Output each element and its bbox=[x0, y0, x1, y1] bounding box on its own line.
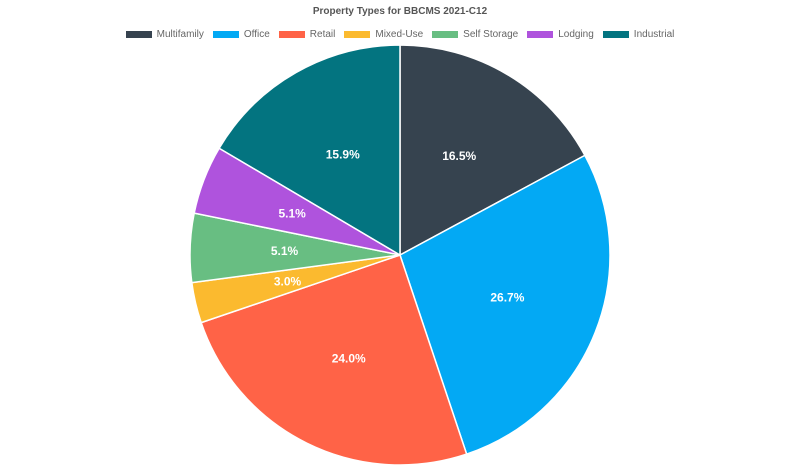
legend-label-office: Office bbox=[243, 28, 270, 40]
legend-swatch-mixed-use bbox=[344, 30, 371, 38]
legend-label-retail: Retail bbox=[309, 28, 336, 40]
legend-label-industrial: Industrial bbox=[633, 28, 675, 40]
legend-swatch-lodging bbox=[527, 30, 554, 38]
legend-swatch-multifamily bbox=[125, 30, 152, 38]
legend-item-office[interactable]: Office bbox=[212, 28, 270, 40]
legend-item-retail[interactable]: Retail bbox=[278, 28, 336, 40]
legend-item-lodging[interactable]: Lodging bbox=[527, 29, 594, 40]
pie-slice-retail[interactable] bbox=[200, 254, 468, 466]
legend-swatch-industrial bbox=[602, 30, 629, 38]
slice-label-multifamily: 16.5% bbox=[442, 149, 476, 163]
slice-label-retail: 24.0% bbox=[332, 351, 366, 365]
slice-label-industrial: 15.9% bbox=[326, 148, 360, 162]
slice-label-mixed-use: 3.0% bbox=[274, 274, 302, 288]
slice-label-office: 26.7% bbox=[490, 291, 524, 305]
legend-swatch-retail bbox=[278, 30, 305, 38]
pie-slice-multifamily[interactable] bbox=[399, 44, 586, 256]
legend-item-multifamily[interactable]: Multifamily bbox=[125, 28, 204, 40]
legend-label-self-storage: Self Storage bbox=[463, 28, 519, 40]
legend-label-mixed-use: Mixed-Use bbox=[375, 28, 424, 40]
legend-swatch-self-storage bbox=[432, 30, 459, 38]
slice-label-lodging: 5.1% bbox=[279, 207, 307, 221]
pie-slice-industrial[interactable] bbox=[218, 44, 401, 256]
slice-label-self-storage: 5.1% bbox=[271, 244, 299, 258]
legend-swatch-office bbox=[212, 30, 239, 38]
pie-slice-office[interactable] bbox=[399, 154, 611, 455]
legend-item-self-storage[interactable]: Self Storage bbox=[432, 29, 518, 40]
legend-item-industrial[interactable]: Industrial bbox=[602, 28, 675, 40]
legend-label-lodging: Lodging bbox=[558, 28, 594, 40]
legend-item-mixed-use[interactable]: Mixed-Use bbox=[344, 29, 423, 40]
chart-legend: Multifamily Office Retail Mixed-Use Self Sto… bbox=[0, 27, 800, 41]
legend-label-multifamily: Multifamily bbox=[156, 28, 204, 40]
chart-title: Property Types for BBCMS 2021-C12 bbox=[312, 6, 488, 17]
